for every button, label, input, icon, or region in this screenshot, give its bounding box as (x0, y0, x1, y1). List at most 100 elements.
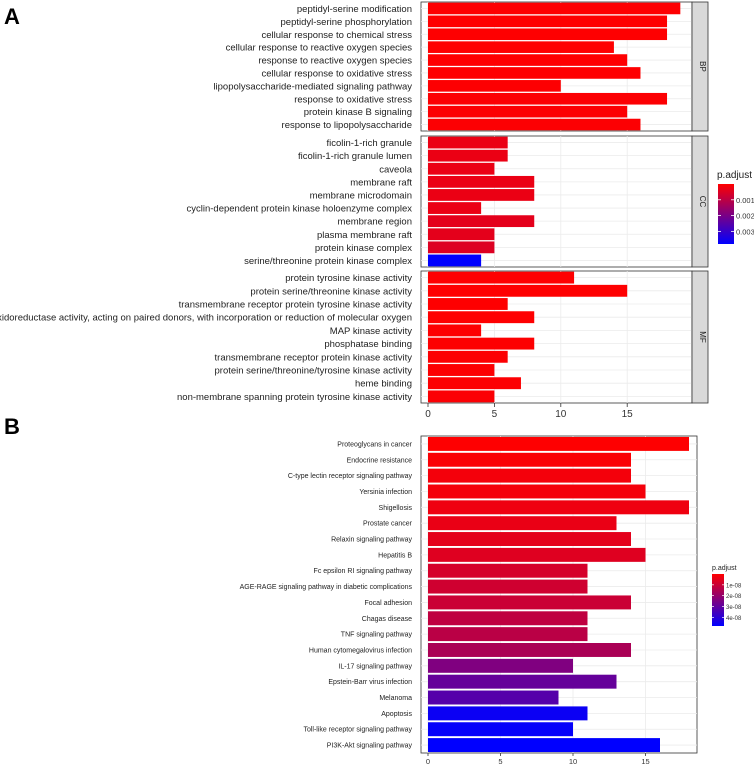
legend-tick-label: 0.001 (736, 196, 754, 205)
x-tick-label: 15 (622, 409, 634, 420)
bar (428, 298, 508, 310)
category-label: AGE-RAGE signaling pathway in diabetic c… (240, 584, 413, 591)
x-tick-label: 0 (425, 409, 431, 420)
bar (428, 658, 573, 673)
bar (428, 627, 588, 642)
bar (428, 563, 588, 578)
bar (428, 162, 495, 175)
bar (428, 674, 617, 689)
bar (428, 228, 495, 241)
x-tick-label: 5 (492, 409, 498, 420)
bar (428, 2, 681, 15)
legend-tick-label: 2e-08 (726, 594, 742, 600)
category-label: cellular response to reactive oxygen spe… (226, 43, 413, 54)
category-label: Endocrine resistance (347, 457, 412, 464)
bar (428, 241, 495, 254)
category-label: serine/threonine protein kinase complex (244, 256, 412, 267)
category-label: membrane region (338, 217, 412, 228)
category-label: Epstein-Barr virus infection (328, 679, 412, 686)
legend-tick-label: 4e-08 (726, 616, 742, 622)
panel-label-b: B (4, 414, 20, 439)
category-label: cellular response to oxidative stress (262, 68, 413, 79)
bar (428, 722, 573, 737)
panel-b-kegg-enrichment: B Proteoglycans in cancer Endocrine resist… (4, 414, 742, 766)
category-label: Human cytomegalovirus infection (309, 647, 412, 654)
bar (428, 54, 628, 66)
x-tick-label: 0 (426, 757, 430, 766)
category-label: ficolin-1-rich granule (326, 138, 412, 149)
bar (428, 643, 631, 657)
facet-strip (691, 135, 709, 268)
category-label: peptidyl-serine phosphorylation (281, 17, 413, 28)
category-label: Shigellosis (379, 505, 413, 512)
category-label: IL-17 signaling pathway (338, 663, 412, 670)
legend-colorbar (712, 574, 724, 626)
category-label: non-membrane spanning protein tyrosine k… (177, 392, 412, 403)
bar (428, 706, 588, 721)
category-label: protein kinase complex (315, 243, 412, 254)
bar (428, 364, 495, 376)
category-label: plasma membrane raft (317, 230, 412, 241)
plot-area-b: Proteoglycans in cancer Endocrine resista… (240, 435, 698, 754)
facet-strip-label: BP (698, 61, 707, 72)
x-tick-label: 5 (498, 757, 502, 766)
category-label: transmembrane receptor protein kinase ac… (215, 352, 413, 363)
legend-title: p.adjust (717, 170, 752, 181)
bar (428, 337, 535, 350)
bar (428, 611, 588, 626)
category-label: response to oxidative stress (294, 94, 412, 105)
category-label: Relaxin signaling pathway (331, 537, 412, 544)
category-label: oxidoreductase activity, acting on paire… (0, 313, 412, 324)
category-label: Chagas disease (362, 616, 412, 623)
bar (428, 468, 631, 483)
x-tick-label: 10 (569, 757, 577, 766)
bar (428, 579, 588, 594)
bar (428, 215, 535, 228)
category-label: lipopolysaccharide-mediated signaling pa… (213, 81, 412, 92)
facet-strip (691, 270, 709, 404)
bar (428, 254, 482, 267)
bar (428, 105, 628, 118)
bar (428, 136, 508, 149)
bar (428, 500, 689, 515)
legend-tick-label: 1e-08 (726, 583, 742, 589)
legend-p-adjust-a: p.adjust 0.001 0.002 0.003 (717, 170, 754, 244)
facet-bp: peptidyl-serine modification peptidyl-ser… (213, 1, 709, 132)
bar (428, 452, 631, 467)
facet-strip-label: CC (698, 196, 707, 208)
bar (428, 547, 646, 562)
bar (428, 324, 482, 337)
bar (428, 15, 668, 28)
bar (428, 350, 508, 363)
category-label: transmembrane receptor protein tyrosine … (179, 300, 413, 311)
category-label: MAP kinase activity (330, 326, 412, 337)
bar (428, 202, 482, 214)
category-label: Apoptosis (381, 711, 412, 718)
category-label: protein serine/threonine kinase activity (250, 286, 412, 297)
category-label: response to reactive oxygen species (258, 56, 412, 67)
category-label: protein serine/threonine/tyrosine kinase… (215, 366, 413, 377)
bar (428, 484, 646, 499)
category-label: cellular response to chemical stress (262, 30, 413, 41)
category-label: protein kinase B signaling (304, 107, 412, 118)
x-tick-label: 10 (555, 409, 567, 420)
panel-label-a: A (4, 4, 20, 29)
bar (428, 80, 561, 92)
category-label: phosphatase binding (324, 339, 412, 350)
category-label: protein tyrosine kinase activity (285, 273, 412, 284)
category-label: Prostate cancer (363, 521, 413, 528)
category-label: membrane raft (350, 177, 412, 188)
bar (428, 738, 660, 753)
legend-tick-label: 0.003 (736, 227, 754, 236)
category-label: Fc epsilon RI signaling pathway (314, 568, 413, 575)
bar (428, 92, 668, 105)
category-label: Proteoglycans in cancer (337, 441, 412, 448)
legend-title: p.adjust (712, 565, 737, 572)
bar (428, 149, 508, 162)
bar (428, 595, 631, 610)
panel-bg (420, 435, 698, 754)
category-label: PI3K-Akt signaling pathway (327, 743, 413, 750)
category-label: Yersinia infection (359, 489, 412, 496)
